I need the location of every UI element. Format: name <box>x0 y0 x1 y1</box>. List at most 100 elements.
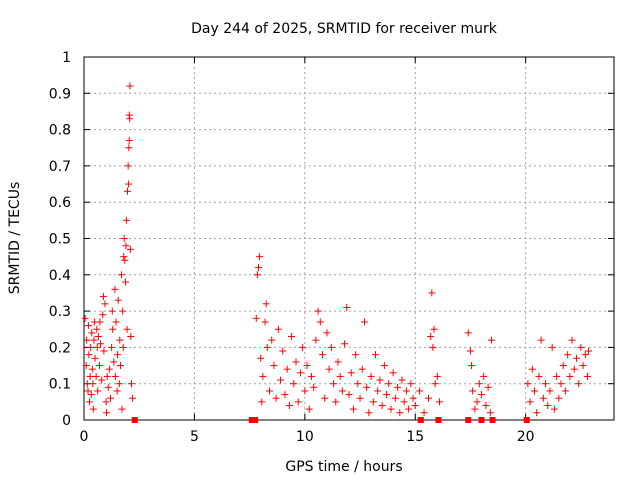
data-point <box>111 372 119 380</box>
y-tick-label: 1 <box>62 50 71 66</box>
data-point <box>349 405 357 413</box>
data-point <box>564 351 572 359</box>
data-point <box>125 180 133 188</box>
data-point <box>363 383 371 391</box>
data-point <box>121 256 129 264</box>
data-point <box>338 387 346 395</box>
data-point <box>126 245 134 253</box>
data-point <box>83 336 91 344</box>
data-point <box>252 314 260 322</box>
data-point <box>531 387 538 395</box>
data-point <box>115 380 123 388</box>
data-point-square <box>417 417 424 423</box>
tick-labels: 0 5 10 15 20 0 0.1 0.2 0.3 0.4 0.5 0.6 0.7 0.8 0.9 1 <box>49 50 535 445</box>
data-point <box>88 329 96 337</box>
data-point <box>310 383 318 391</box>
data-point <box>343 303 351 311</box>
data-point <box>550 405 558 413</box>
y-tick-label: 0 <box>62 413 71 429</box>
data-point <box>277 376 285 384</box>
data-point <box>400 398 408 406</box>
data-point <box>367 372 375 380</box>
data-point <box>290 380 298 388</box>
data-point <box>116 336 124 344</box>
data-point <box>407 380 415 388</box>
data-point <box>91 354 99 362</box>
data-point <box>553 372 561 380</box>
data-point <box>486 409 494 417</box>
data-point <box>352 351 360 359</box>
data-point <box>120 253 128 261</box>
data-point <box>431 380 439 388</box>
data-point <box>354 380 362 388</box>
data-point <box>120 235 128 242</box>
data-point <box>475 380 483 388</box>
data-point <box>570 365 578 373</box>
data-point <box>584 372 591 380</box>
data-point <box>469 387 477 395</box>
data-point <box>548 343 556 351</box>
data-point <box>92 372 100 380</box>
data-point <box>256 253 264 261</box>
data-point <box>398 376 406 384</box>
data-point <box>487 336 495 344</box>
data-point <box>84 322 92 330</box>
data-point <box>122 242 130 250</box>
data-point <box>281 391 289 399</box>
data-point <box>305 405 313 413</box>
data-point <box>126 82 134 90</box>
data-point <box>285 401 293 409</box>
data-point <box>482 401 490 409</box>
data-point <box>257 354 265 362</box>
data-point <box>292 358 300 366</box>
data-point-square <box>465 417 472 423</box>
y-axis-label: SRMTID / TECUs <box>7 182 23 295</box>
data-point <box>266 387 273 395</box>
data-point <box>336 372 344 380</box>
data-point <box>325 365 333 373</box>
data-point <box>97 340 105 348</box>
data-point <box>385 380 393 388</box>
data-point <box>118 405 126 413</box>
data-point <box>577 343 585 351</box>
data-point <box>387 405 395 413</box>
data-point <box>380 362 388 370</box>
data-point <box>101 300 109 308</box>
data-point <box>119 343 127 351</box>
y-tick-label: 0.7 <box>49 159 71 175</box>
data-point <box>468 362 476 370</box>
data-point <box>99 293 107 301</box>
data-point <box>323 329 331 337</box>
data-point <box>119 307 127 315</box>
data-point <box>288 333 296 341</box>
data-point <box>103 372 111 380</box>
data-point <box>268 336 276 344</box>
data-point <box>109 325 117 333</box>
data-point <box>376 376 384 384</box>
data-point <box>301 387 309 395</box>
data-point <box>82 362 90 370</box>
data-point <box>544 401 552 409</box>
data-point <box>427 333 435 341</box>
data-point <box>124 162 132 170</box>
y-tick-label: 0.1 <box>49 377 71 393</box>
data-point <box>94 333 102 341</box>
y-tick-label: 0.9 <box>49 86 71 102</box>
data-point <box>124 187 132 195</box>
data-point <box>95 362 103 370</box>
data-point <box>478 391 485 399</box>
data-point <box>374 387 382 395</box>
data-point <box>533 409 541 417</box>
data-point <box>365 409 373 417</box>
y-tick-label: 0.2 <box>49 340 71 356</box>
data-point <box>258 398 266 406</box>
x-tick-label: 0 <box>80 429 89 445</box>
data-points <box>81 82 593 423</box>
data-point <box>327 343 335 351</box>
data-point <box>568 336 576 344</box>
data-point <box>294 398 302 406</box>
data-point <box>369 398 377 406</box>
data-point <box>436 398 444 406</box>
data-point <box>296 369 304 377</box>
data-point <box>542 380 550 388</box>
